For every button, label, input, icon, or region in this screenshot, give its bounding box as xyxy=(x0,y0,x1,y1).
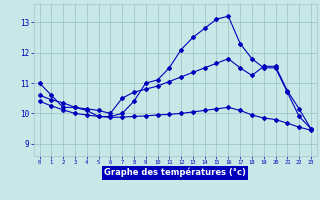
X-axis label: Graphe des températures (°c): Graphe des températures (°c) xyxy=(104,168,246,177)
